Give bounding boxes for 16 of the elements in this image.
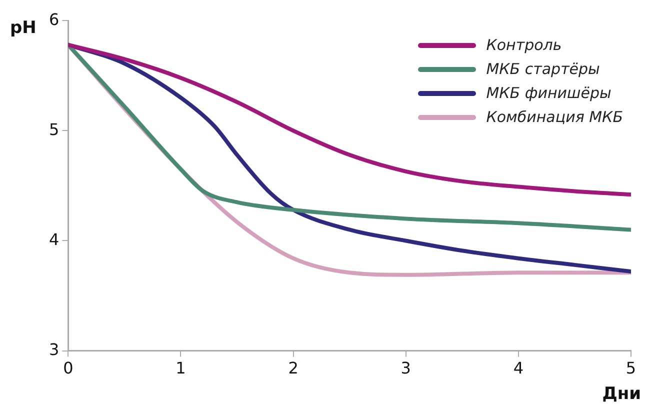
legend-label: МКБ финишёры xyxy=(486,84,612,102)
y-tick-label: 5 xyxy=(48,120,60,139)
y-axis-title: pH xyxy=(10,18,36,38)
x-tick-label: 1 xyxy=(176,358,186,378)
legend-label: МКБ стартёры xyxy=(486,60,600,78)
x-tick-label: 3 xyxy=(400,358,411,378)
x-tick-label: 4 xyxy=(513,358,524,378)
x-tick-label: 5 xyxy=(626,358,636,378)
legend-label: Комбинация МКБ xyxy=(486,108,623,126)
y-tick-label: 6 xyxy=(48,10,60,29)
x-tick-label: 2 xyxy=(288,358,298,378)
x-axis-title: Дни xyxy=(602,384,641,404)
legend-label: Контроль xyxy=(486,36,562,54)
y-tick-label: 3 xyxy=(48,340,60,359)
x-tick-label: 0 xyxy=(63,358,74,378)
y-tick-label: 4 xyxy=(48,230,60,249)
